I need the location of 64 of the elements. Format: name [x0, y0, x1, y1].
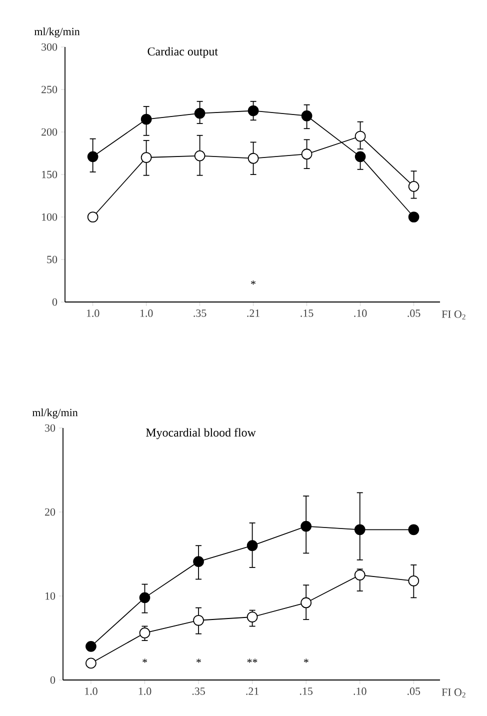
annotation: *: [251, 280, 256, 285]
y-tick-label: 150: [42, 170, 58, 178]
point: [86, 640, 96, 652]
point: [87, 212, 98, 222]
x-tick-label: 1.0: [85, 688, 98, 695]
point: [87, 151, 98, 162]
y-tick-label: 50: [47, 256, 58, 264]
x-tick-label: .15: [300, 688, 313, 695]
x-tick-label: .05: [408, 688, 420, 695]
x-tick-label: .10: [354, 310, 367, 317]
x-axis-title: FI O$_{2}$: [442, 688, 466, 698]
point: [300, 520, 312, 532]
y-tick-label: 0: [52, 298, 58, 306]
x-axis-title: FI O$_{2}$: [442, 310, 466, 320]
y-tick-label: 10: [46, 592, 56, 600]
point: [354, 524, 366, 536]
x-tick-label: .15: [300, 310, 314, 317]
point: [246, 540, 258, 552]
point: [354, 130, 366, 142]
x-tick-label: 1.0: [140, 310, 153, 317]
point: [140, 152, 152, 163]
y-tick-label: 0: [50, 676, 56, 684]
chart-title: Myocardial blood flow: [146, 428, 256, 440]
y-tick-label: 300: [42, 43, 58, 51]
x-tick-label: .21: [247, 310, 260, 317]
x-tick-label: 1.0: [86, 310, 100, 317]
y-axis-title: ml/kg/min: [34, 28, 80, 38]
annotation: **: [247, 658, 258, 663]
annotation: *: [304, 658, 308, 663]
point: [193, 556, 204, 567]
point: [354, 570, 366, 580]
point: [301, 110, 312, 122]
point: [408, 524, 420, 536]
point: [301, 148, 312, 160]
annotation: *: [196, 658, 201, 663]
point: [354, 151, 366, 162]
point: [140, 114, 152, 125]
annotation: *: [142, 658, 148, 663]
y-axis-title: ml/kg/min: [32, 408, 78, 419]
point: [86, 658, 96, 669]
point: [408, 575, 420, 586]
point: [194, 150, 206, 162]
y-tick-label: 100: [42, 213, 58, 221]
point: [248, 105, 259, 116]
x-tick-label: .21: [246, 688, 258, 695]
chart-title: Cardiac output: [148, 47, 218, 58]
point: [246, 612, 258, 622]
point: [408, 212, 420, 222]
x-tick-label: .10: [354, 688, 366, 695]
x-tick-label: .05: [408, 310, 420, 317]
point: [408, 180, 420, 192]
point: [139, 628, 150, 638]
x-tick-label: .35: [194, 310, 206, 317]
y-tick-label: 200: [42, 128, 58, 136]
point: [248, 152, 259, 164]
x-tick-label: .35: [192, 688, 205, 695]
y-tick-label: 20: [45, 508, 56, 516]
y-tick-label: 250: [42, 86, 58, 94]
point: [300, 597, 312, 608]
point: [139, 592, 150, 604]
y-tick-label: 30: [45, 424, 56, 432]
point: [193, 614, 204, 626]
x-tick-label: 1.0: [138, 688, 152, 695]
point: [194, 108, 206, 119]
